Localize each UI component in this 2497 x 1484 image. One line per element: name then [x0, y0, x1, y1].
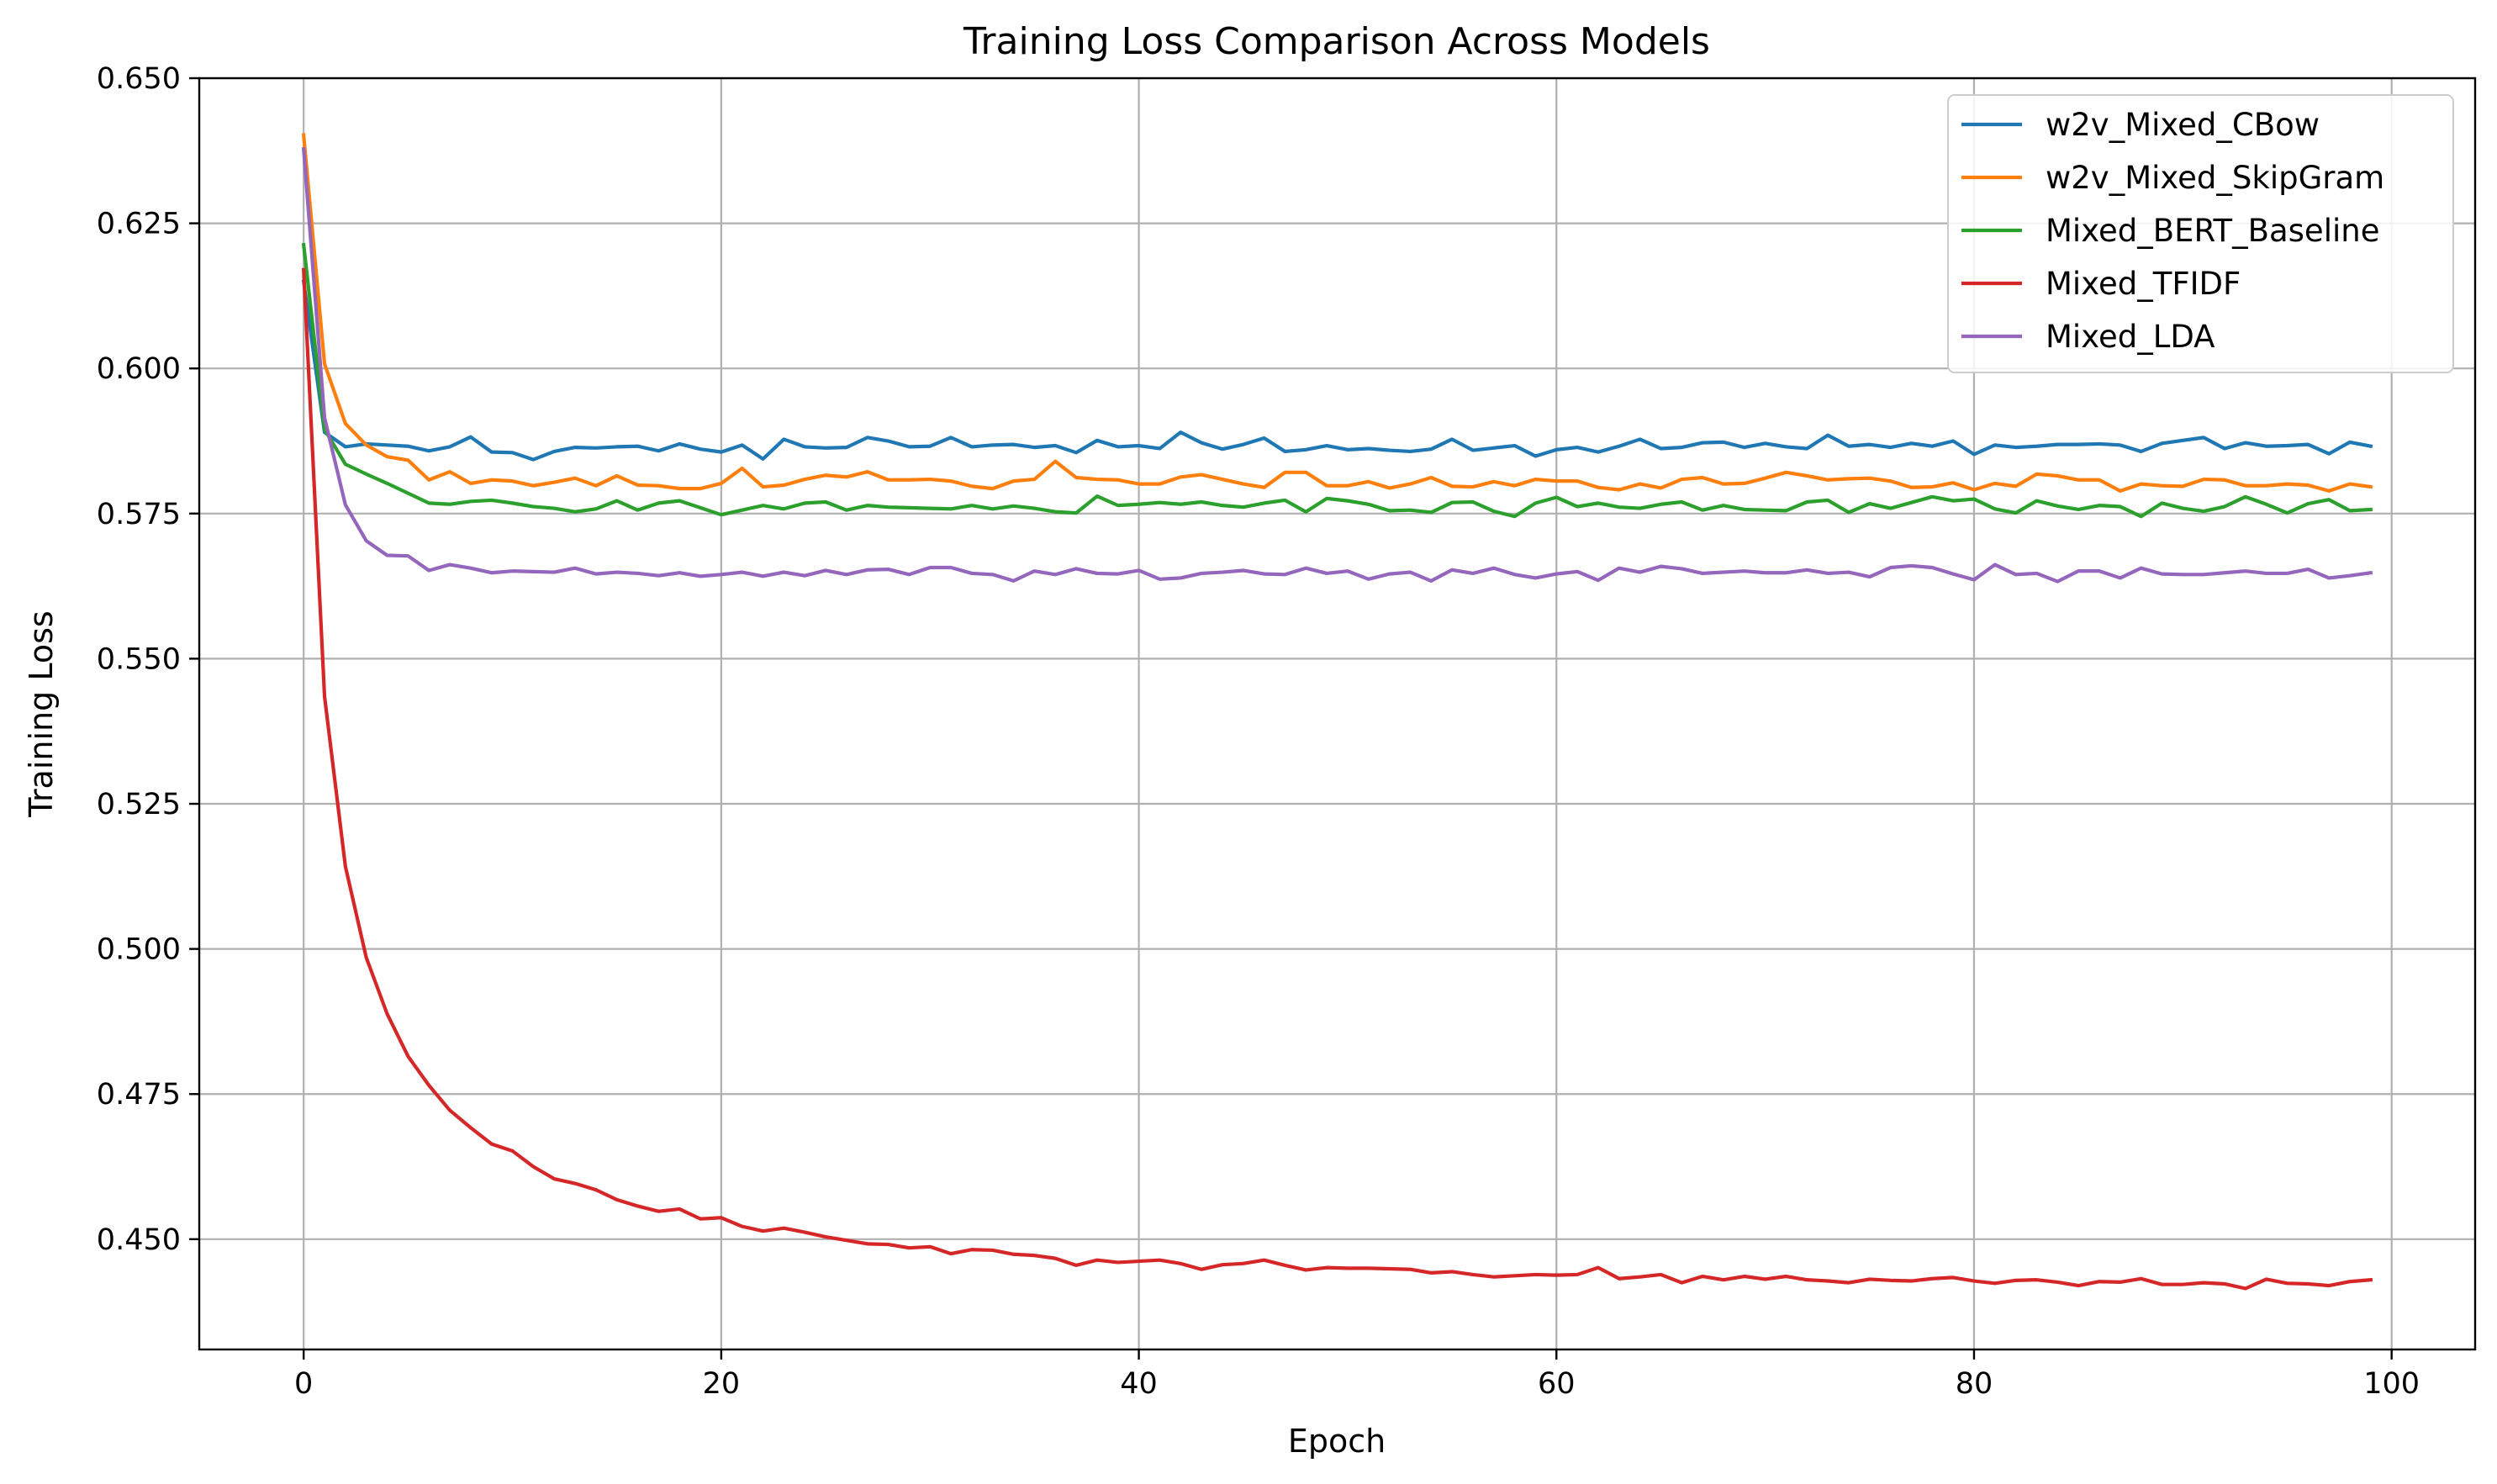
- x-tick-label: 100: [2363, 1367, 2420, 1401]
- legend-box: [1947, 94, 2454, 373]
- y-tick-label: 0.600: [97, 352, 181, 386]
- y-tick-label: 0.525: [97, 788, 181, 821]
- chart-title: Training Loss Comparison Across Models: [963, 20, 1710, 63]
- y-tick-label: 0.650: [97, 62, 181, 96]
- x-tick-label: 80: [1956, 1367, 1993, 1401]
- series-line-mixed-tfidf: [301, 267, 2373, 1291]
- y-tick-label: 0.625: [97, 208, 181, 241]
- x-tick-label: 0: [294, 1367, 313, 1401]
- series-line-w2v-mixed-skipgram: [301, 133, 2373, 493]
- legend-label: Mixed_LDA: [2046, 319, 2215, 355]
- x-tick-label: 20: [703, 1367, 741, 1401]
- series-line-mixed-lda: [301, 146, 2373, 584]
- axis-ticks: 0 20 40 60 80 100 0.450 0.475 0.500 0.525 0.550 0.5…: [97, 62, 2420, 1401]
- series-line-w2v-mixed-cbow: [301, 279, 2373, 462]
- x-tick-label: 40: [1120, 1367, 1158, 1401]
- plot-frame: [198, 77, 2477, 1351]
- x-tick-label: 60: [1538, 1367, 1576, 1401]
- legend-label: w2v_Mixed_CBow: [2046, 107, 2320, 143]
- y-axis-title: Training Loss: [23, 610, 60, 817]
- series-line-mixed-bert-baseline: [301, 242, 2373, 519]
- y-tick-label: 0.450: [97, 1223, 181, 1257]
- series-layer: [301, 133, 2373, 1291]
- legend-label: Mixed_BERT_Baseline: [2046, 213, 2379, 249]
- x-axis-title: Epoch: [1288, 1423, 1386, 1460]
- y-tick-label: 0.575: [97, 498, 181, 531]
- y-tick-label: 0.550: [97, 642, 181, 676]
- legend-label: w2v_Mixed_SkipGram: [2046, 160, 2384, 196]
- y-tick-label: 0.475: [97, 1078, 181, 1112]
- legend-label: Mixed_TFIDF: [2046, 266, 2241, 302]
- y-tick-label: 0.500: [97, 933, 181, 967]
- legend: w2v_Mixed_CBow w2v_Mixed_SkipGram Mixed_BE…: [1947, 94, 2454, 373]
